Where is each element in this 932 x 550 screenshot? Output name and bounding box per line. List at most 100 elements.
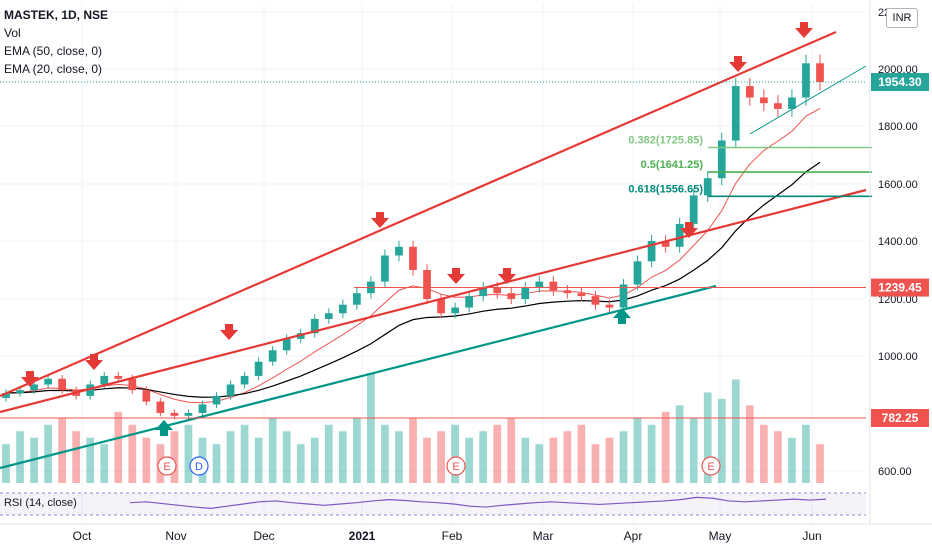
candle-body <box>338 304 347 314</box>
event-marker-label-2: E <box>452 461 459 473</box>
candle-body <box>647 241 656 262</box>
candle-body <box>198 404 207 413</box>
x-tick-label-6: Apr <box>624 529 643 543</box>
candle-body <box>44 378 52 385</box>
red-down-arrow-8 <box>795 22 813 38</box>
volume-bar <box>451 424 459 483</box>
rsi-line <box>129 496 827 510</box>
volume-bar <box>591 444 600 483</box>
volume-bar <box>493 424 502 483</box>
volume-bar <box>549 437 558 483</box>
x-tick-label-4: Feb <box>442 529 463 543</box>
candle-body <box>689 195 698 224</box>
volume-bar <box>535 444 544 483</box>
legend-symbol[interactable]: MASTEK, 1D, NSE <box>4 8 109 22</box>
candle-body <box>324 313 333 319</box>
currency-button[interactable]: INR <box>886 8 918 28</box>
candle-body <box>521 287 530 299</box>
candle-body <box>605 304 614 308</box>
candle-body <box>717 140 726 179</box>
candle-body <box>30 384 38 391</box>
legend-vol[interactable]: Vol <box>4 26 21 40</box>
volume-bar <box>296 444 305 483</box>
red-down-arrow-5 <box>498 268 516 284</box>
candle-body <box>507 293 516 299</box>
volume-bar <box>633 418 642 483</box>
volume-bar <box>731 379 740 483</box>
volume-bar <box>240 424 249 483</box>
red-down-arrow-7 <box>729 56 747 72</box>
candle-body <box>282 338 291 351</box>
chart-legend: MASTEK, 1D, NSE Vol EMA (50, close, 0) E… <box>4 6 108 78</box>
event-marker-label-0: E <box>163 461 170 473</box>
volume-bar <box>647 424 656 483</box>
candle-body <box>353 293 361 305</box>
candle-body <box>535 281 544 288</box>
mid-channel-line <box>0 188 867 414</box>
candle-body <box>479 287 488 297</box>
volume-bar <box>423 437 431 483</box>
red-down-arrow-0 <box>21 371 39 387</box>
candle-body <box>745 86 754 98</box>
candle-body <box>170 412 179 416</box>
y-tick-label-2: 1800.00 <box>878 121 918 133</box>
candle-body <box>661 241 670 247</box>
candle-body <box>184 412 193 416</box>
volume-bar <box>128 424 137 483</box>
volume-bar <box>479 431 488 483</box>
volume-bar <box>367 373 375 483</box>
y-tick-label-1: 2000.00 <box>878 64 918 76</box>
volume-bar <box>86 437 95 483</box>
volume-bar <box>563 431 572 483</box>
green-up-arrow-0 <box>155 420 173 436</box>
y-tick-label-4: 1400.00 <box>878 236 918 248</box>
red-down-arrow-3 <box>371 212 389 228</box>
green-up-arrow-1 <box>613 308 631 324</box>
candle-body <box>774 103 782 109</box>
candle-body <box>156 401 165 413</box>
candle-body <box>86 384 95 396</box>
volume-bar <box>100 444 109 483</box>
volume-bar <box>58 418 66 483</box>
volume-bar <box>310 437 319 483</box>
volume-bar <box>2 444 10 483</box>
x-tick-label-2: Dec <box>253 529 274 543</box>
volume-bar <box>437 431 445 483</box>
event-marker-label-3: E <box>707 461 714 473</box>
volume-bar <box>816 444 824 483</box>
x-tick-label-3: 2021 <box>349 529 376 543</box>
y-tick-label-5: 1200.00 <box>878 294 918 306</box>
legend-ema50[interactable]: EMA (50, close, 0) <box>4 44 103 58</box>
volume-bar <box>521 437 530 483</box>
fib-label-0: 0.382(1725.85) <box>628 135 703 147</box>
volume-bar <box>184 424 193 483</box>
volume-bar <box>282 431 291 483</box>
price-badge-label-0: 1954.30 <box>878 75 922 89</box>
candle-body <box>549 281 558 291</box>
x-tick-label-8: Jun <box>802 529 821 543</box>
volume-bar <box>226 431 235 483</box>
volume-bar <box>254 437 263 483</box>
volume-bar <box>72 431 81 483</box>
volume-bar <box>619 431 628 483</box>
volume-bar <box>381 424 389 483</box>
x-tick-label-1: Nov <box>165 529 186 543</box>
event-marker-label-1: D <box>195 461 203 473</box>
volume-bar <box>212 444 221 483</box>
candle-body <box>591 296 600 305</box>
candle-body <box>212 395 221 405</box>
red-down-arrow-6 <box>680 222 698 238</box>
volume-bar <box>788 437 796 483</box>
red-down-arrow-1 <box>85 354 103 370</box>
rsi-label: RSI (14, close) <box>4 497 77 509</box>
candle-body <box>451 307 459 314</box>
x-tick-label-0: Oct <box>73 529 92 543</box>
candle-body <box>226 384 235 396</box>
price-badge-label-2: 782.25 <box>882 411 919 425</box>
candle-body <box>437 299 445 314</box>
candle-body <box>268 350 277 362</box>
legend-ema20[interactable]: EMA (20, close, 0) <box>4 62 103 76</box>
x-tick-label-5: Mar <box>533 529 554 543</box>
